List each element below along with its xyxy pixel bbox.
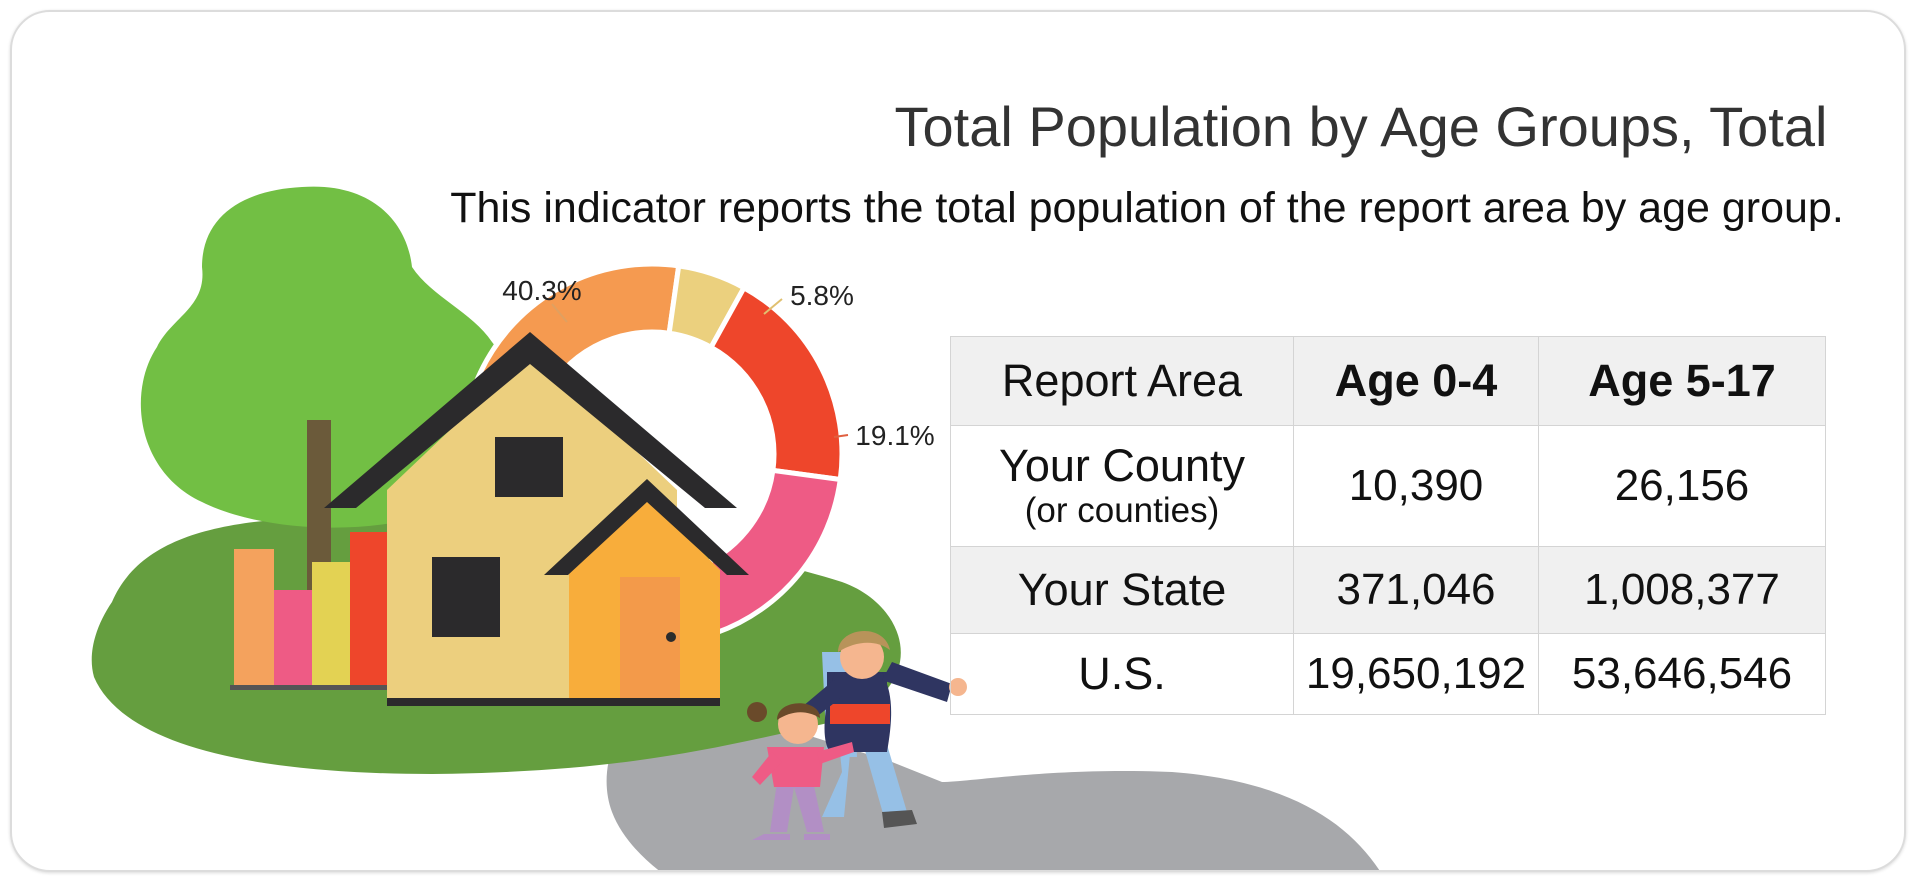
pie-label-2: 19.1% [855,420,934,451]
leader-line-0 [551,303,568,323]
page-subtitle: This indicator reports the total populat… [450,184,1844,232]
cell-us-age-5-17: 53,646,546 [1538,633,1826,715]
house-base [387,698,720,706]
leader-line-1 [763,298,783,315]
boy-figure [790,631,967,828]
illustration: 40.3% 5.8% 19.1% [91,186,1380,870]
row-label-state: Your State [950,546,1294,634]
page-title: Total Population by Age Groups, Total [894,95,1828,158]
table-header-row: Report Area Age 0-4 Age 5-17 [950,336,1826,426]
cell-state-age-5-17: 1,008,377 [1538,546,1826,634]
column-header-report-area: Report Area [950,336,1294,426]
house-window-lower [432,557,500,637]
bar-orange [234,549,274,687]
house-window-upper [495,437,563,497]
row-label-county: Your County (or counties) [950,425,1294,547]
cell-county-age-0-4: 10,390 [1293,425,1539,547]
bar-yellow [312,562,350,687]
population-table: Report Area Age 0-4 Age 5-17 Your County… [950,336,1826,715]
table-row: Your State 371,046 1,008,377 [950,546,1826,634]
row-label-us: U.S. [950,633,1294,715]
leader-line-2 [833,434,849,438]
cell-county-age-5-17: 26,156 [1538,425,1826,547]
door-knob [666,632,676,642]
bar-pink [274,590,312,687]
row-label-text: Your County [998,440,1245,491]
donut-slice-2 [707,284,845,483]
annex-roof [544,479,749,575]
pie-label-1: 5.8% [790,280,854,311]
bar-red [350,532,390,687]
column-header-age-5-17: Age 5-17 [1538,336,1826,426]
cell-us-age-0-4: 19,650,192 [1293,633,1539,715]
bar-baseline [230,685,440,690]
table-row: Your County (or counties) 10,390 26,156 [950,425,1826,547]
column-header-age-0-4: Age 0-4 [1293,336,1539,426]
girl-figure [747,702,854,840]
infographic-card: 40.3% 5.8% 19.1% [10,10,1906,872]
table-row: U.S. 19,650,192 53,646,546 [950,633,1826,715]
pie-label-0: 40.3% [502,275,581,306]
house-roof [324,332,737,508]
row-sublabel-text: (or counties) [1024,491,1220,530]
cell-state-age-0-4: 371,046 [1293,546,1539,634]
